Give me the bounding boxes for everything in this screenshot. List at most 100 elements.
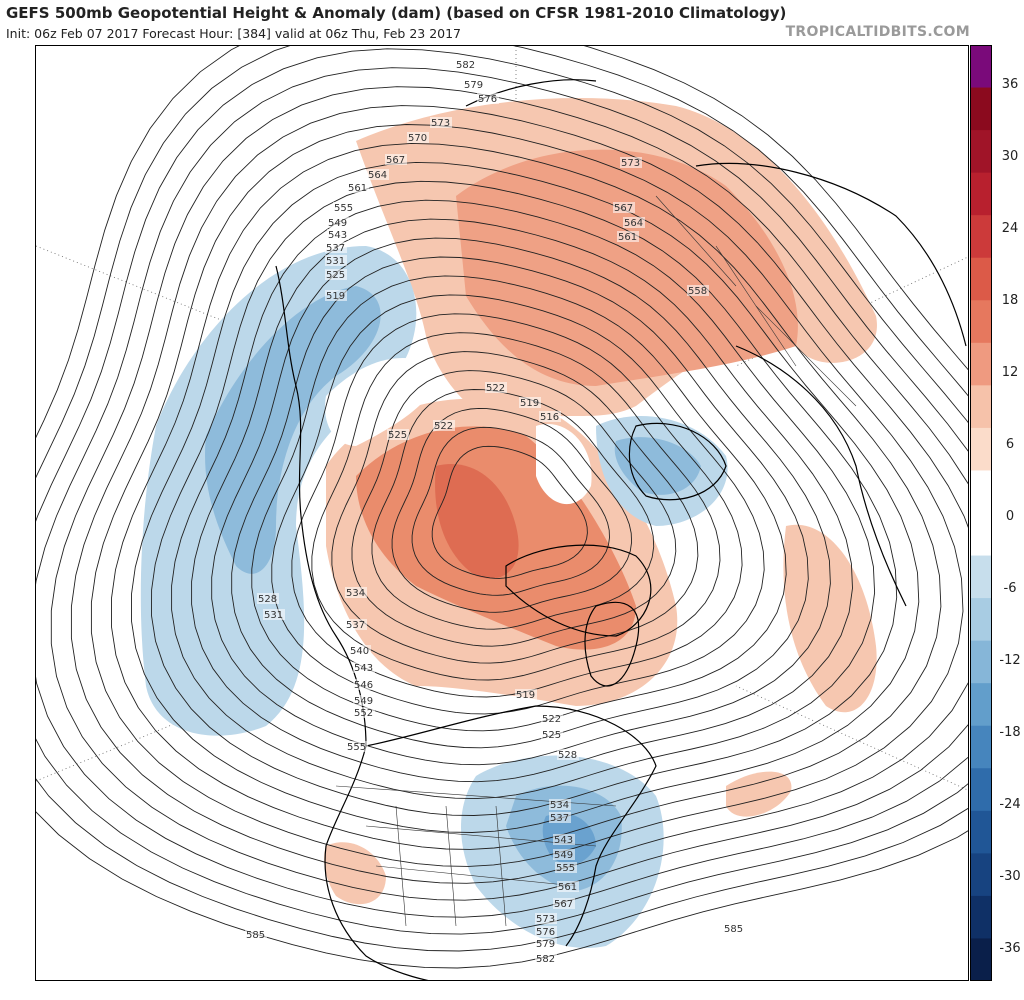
- contour-label: 585: [724, 924, 743, 935]
- map-panel: 582 579 576 573 570 567 564 561 555 549 543 537 531 5…: [35, 45, 969, 981]
- contour-labels: 5825795765735705675645615555495435375315…: [245, 59, 745, 965]
- height-contour: [36, 67, 968, 918]
- contour-label: 567: [554, 899, 573, 910]
- coastlines: [275, 79, 967, 980]
- height-contour: [90, 124, 964, 867]
- contour-label: 519: [326, 291, 345, 302]
- contour-label: 528: [558, 750, 577, 761]
- contour-label: 522: [542, 714, 561, 725]
- colorbar-swatch: [970, 215, 992, 259]
- colorbar-swatch: [970, 853, 992, 897]
- height-contour: [111, 142, 942, 850]
- colorbar-tick-label: -6: [1004, 581, 1017, 596]
- colorbar-swatch: [970, 938, 992, 982]
- contour-label: 564: [624, 218, 643, 229]
- map-subtitle: Init: 06z Feb 07 2017 Forecast Hour: [38…: [6, 26, 462, 41]
- contour-label: 537: [326, 243, 345, 254]
- colorbar-swatch: [970, 45, 992, 89]
- contour-label: 567: [386, 155, 405, 166]
- colorbar-tick-label: -12: [999, 653, 1020, 668]
- contour-label: 567: [614, 203, 633, 214]
- colorbar-swatch: [970, 385, 992, 429]
- contour-label: 564: [368, 170, 387, 181]
- contour-label: 519: [516, 690, 535, 701]
- colorbar-swatch: [970, 257, 992, 301]
- height-contour: [50, 86, 968, 901]
- height-contour: [171, 199, 876, 800]
- colorbar-swatch: [970, 470, 992, 514]
- contour-label: 576: [536, 927, 555, 938]
- colorbar-tick-label: 30: [1002, 149, 1019, 164]
- contour-label: 582: [536, 954, 555, 965]
- contour-label: 555: [334, 203, 353, 214]
- contour-label: 534: [346, 588, 365, 599]
- contour-label: 549: [554, 850, 573, 861]
- colorbar-tick-label: -30: [999, 869, 1020, 884]
- height-contour: [191, 218, 853, 783]
- contour-label: 543: [328, 230, 347, 241]
- contour-label: 582: [456, 60, 475, 71]
- contour-label: 576: [478, 94, 497, 105]
- contour-label: 546: [354, 680, 373, 691]
- contour-label: 585: [246, 930, 265, 941]
- colorbar-swatch: [970, 725, 992, 769]
- contour-label: 552: [354, 708, 373, 719]
- contour-label: 561: [348, 183, 367, 194]
- contour-label: 525: [388, 430, 407, 441]
- height-contour: [251, 275, 787, 732]
- contour-label: 561: [618, 232, 637, 243]
- contour-label: 555: [556, 863, 575, 874]
- colorbar-swatch: [970, 810, 992, 854]
- height-contour: [36, 48, 968, 935]
- contour-label: 573: [536, 914, 555, 925]
- contour-label: 516: [540, 412, 559, 423]
- negative-anomaly-regions: [140, 246, 728, 948]
- colorbar-swatch: [970, 342, 992, 386]
- height-contour: [211, 237, 831, 766]
- colorbar-swatch: [970, 895, 992, 939]
- colorbar-tick-label: -18: [999, 725, 1020, 740]
- colorbar-tick-label: -24: [999, 797, 1020, 812]
- colorbar-swatch: [970, 768, 992, 812]
- contour-label: 579: [536, 939, 555, 950]
- map-title: GEFS 500mb Geopotential Height & Anomaly…: [6, 4, 787, 22]
- height-contour: [131, 161, 920, 833]
- height-contour: [331, 351, 699, 664]
- contour-label: 543: [554, 835, 573, 846]
- contour-label: 537: [346, 620, 365, 631]
- height-contour: [70, 105, 968, 884]
- contour-label: 573: [431, 118, 450, 129]
- height-contour: [36, 46, 968, 969]
- contour-label: 525: [326, 270, 345, 281]
- contour-label: 519: [520, 398, 539, 409]
- colorbar-swatch: [970, 87, 992, 131]
- colorbar-tick-label: 6: [1006, 437, 1014, 452]
- colorbar-tick-label: 0: [1006, 509, 1014, 524]
- colorbar-swatch: [970, 427, 992, 471]
- colorbar-tick-label: 24: [1002, 221, 1019, 236]
- contour-label: 543: [354, 663, 373, 674]
- contour-label: 531: [264, 610, 283, 621]
- contour-label: 573: [621, 158, 640, 169]
- height-contours: [36, 46, 968, 969]
- colorbar-swatch: [970, 300, 992, 344]
- colorbar-swatch: [970, 640, 992, 684]
- colorbar-tick-label: -36: [999, 941, 1020, 956]
- height-contour: [371, 389, 655, 630]
- colorbar-swatch: [970, 513, 992, 557]
- height-contour: [411, 426, 610, 596]
- contour-label: 558: [688, 286, 707, 297]
- contour-label: 522: [486, 383, 505, 394]
- height-contour: [431, 445, 588, 579]
- height-contour: [291, 313, 743, 698]
- contour-label: 549: [354, 696, 373, 707]
- contour-label: 537: [550, 813, 569, 824]
- contour-label: 549: [328, 218, 347, 229]
- contour-label: 540: [350, 646, 369, 657]
- colorbar-swatch: [970, 598, 992, 642]
- brand-label[interactable]: TROPICALTIDBITS.COM: [785, 24, 970, 40]
- contour-label: 579: [464, 80, 483, 91]
- colorbar-tick-label: 12: [1002, 365, 1019, 380]
- colorbar-tick-label: 18: [1002, 293, 1019, 308]
- colorbar-swatch: [970, 130, 992, 174]
